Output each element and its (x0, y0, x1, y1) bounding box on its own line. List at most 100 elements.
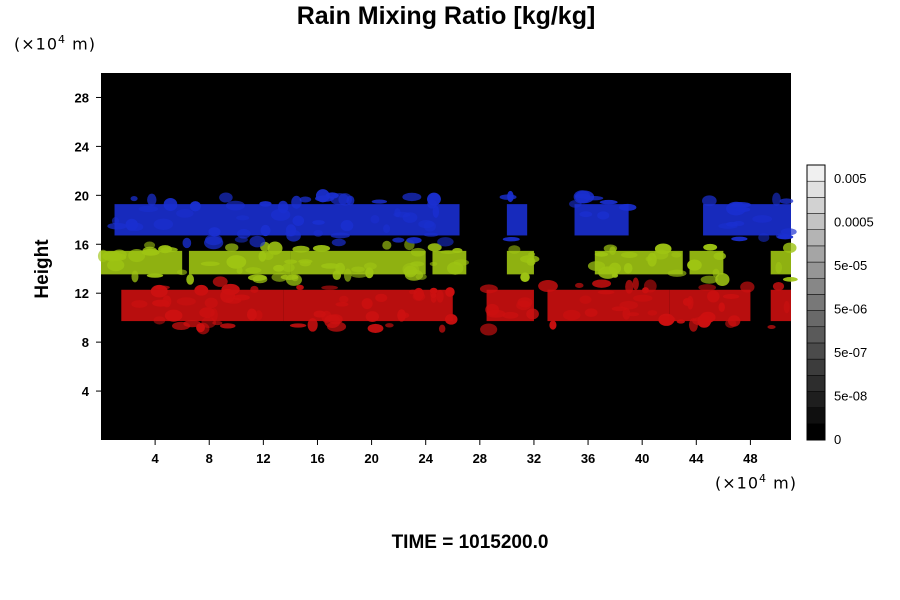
middle_layer-cell (520, 255, 540, 264)
middle_layer-cell (146, 273, 164, 278)
middle_layer-cell (262, 252, 274, 260)
upper_layer-cell (153, 218, 174, 230)
lower_layer-cell (718, 302, 725, 312)
upper_layer-cell (597, 211, 610, 220)
upper_layer-cell (292, 215, 305, 226)
middle_layer-cell (623, 262, 633, 274)
lower_layer-cell (438, 324, 446, 333)
upper_layer-cell (383, 224, 391, 234)
lower_layer-cell (772, 281, 785, 291)
middle_layer-cell (131, 270, 139, 283)
upper_layer-cell (331, 238, 346, 247)
middle_layer-cell (508, 245, 521, 254)
middle_layer-segment (284, 239, 427, 286)
middle_layer-cell (782, 242, 797, 254)
lower_layer-cell (152, 299, 170, 307)
lower_layer-cell (367, 323, 384, 334)
middle_layer-cell (775, 261, 783, 274)
upper_layer-cell (437, 237, 454, 247)
middle_layer-cell (410, 261, 425, 267)
lower_layer-cell (176, 297, 196, 306)
upper_layer-cell (176, 209, 194, 218)
middle_layer-cell (700, 275, 718, 284)
lower_layer-cell (627, 312, 640, 317)
middle_layer-segment (770, 242, 798, 282)
colorbar-level (806, 213, 826, 230)
lower_layer-cell (517, 297, 533, 308)
upper_layer-cell (432, 205, 440, 218)
lower_layer-cell (254, 310, 263, 321)
x-tick-label: 4 (152, 451, 160, 466)
middle_layer-cell (111, 249, 127, 260)
lower_layer-cell (444, 313, 458, 325)
middle_layer-cell (429, 261, 438, 266)
upper_layer-cell (313, 229, 323, 237)
middle_layer-cell (351, 272, 368, 278)
lower_layer-cell (307, 318, 318, 332)
lower_layer-cell (676, 319, 685, 324)
upper_layer-cell (618, 203, 637, 211)
colorbar-frame (806, 164, 826, 441)
lower_layer-cell (250, 285, 259, 294)
upper_layer-cell (259, 201, 272, 207)
colorbar-level (806, 375, 826, 392)
colorbar-level (806, 245, 826, 263)
lower_layer-cell (698, 284, 717, 291)
middle_layer-cell (176, 269, 188, 276)
colorbar-label: 5e-05 (834, 258, 867, 273)
middle_layer-cell (667, 269, 687, 277)
colorbar-level (806, 407, 826, 425)
lower_layer-cell (740, 281, 755, 293)
lower_layer-cell (584, 308, 598, 317)
middle_layer-cell (298, 259, 313, 264)
colorbar-level (806, 423, 826, 441)
y-tick-label: 4 (82, 384, 90, 399)
lower_layer-segment (283, 284, 458, 334)
upper_layer-cell (236, 228, 251, 239)
time-label: TIME = 1015200.0 (391, 532, 549, 553)
middle_layer-cell (186, 274, 195, 285)
upper_layer-cell (225, 200, 246, 211)
lower_layer-cell (199, 307, 215, 318)
upper_layer-cell (260, 224, 271, 237)
upper_layer-cell (406, 237, 422, 244)
y-tick-label: 8 (82, 335, 89, 350)
lower_layer-cell (225, 297, 242, 304)
lower_layer-cell (526, 308, 539, 320)
middle_layer-cell (225, 243, 239, 252)
lower_layer-cell (445, 287, 455, 297)
middle_layer-segment (687, 243, 730, 287)
middle_layer-cell (594, 251, 608, 257)
middle_layer-cell (291, 274, 299, 282)
middle_layer-cell (292, 245, 310, 253)
colorbar-level (806, 277, 826, 295)
upper_layer-cell (507, 190, 514, 203)
middle_layer-cell (107, 258, 125, 272)
lower_layer-cell (486, 309, 506, 318)
middle_layer-cell (158, 245, 173, 254)
y-tick-label: 12 (75, 286, 89, 301)
middle_layer-cell (267, 241, 283, 255)
lower_layer-cell (727, 315, 741, 327)
lower_layer-cell (647, 310, 658, 316)
middle_layer-cell (312, 244, 331, 252)
middle_layer-cell (290, 250, 426, 275)
middle_layer-cell (410, 247, 426, 257)
upper_layer-segment (702, 192, 797, 242)
middle_layer-cell (782, 277, 798, 282)
upper_layer-cell (718, 223, 738, 229)
upper_layer-cell (393, 211, 411, 218)
middle_layer-cell (351, 266, 365, 273)
x-tick-label: 20 (364, 451, 378, 466)
colorbar-level (806, 358, 826, 376)
upper_layer-cell (423, 232, 439, 237)
lower_layer-cell (385, 323, 394, 328)
colorbar-label: 5e-07 (834, 345, 867, 360)
lower_layer-cell (204, 297, 218, 309)
middle_layer-cell (621, 251, 638, 258)
upper_layer-cell (236, 215, 250, 221)
upper_layer-cell (291, 195, 302, 209)
lower_layer-cell (722, 293, 740, 299)
lower_layer-cell (436, 289, 444, 303)
lower_layer-cell (321, 285, 338, 290)
